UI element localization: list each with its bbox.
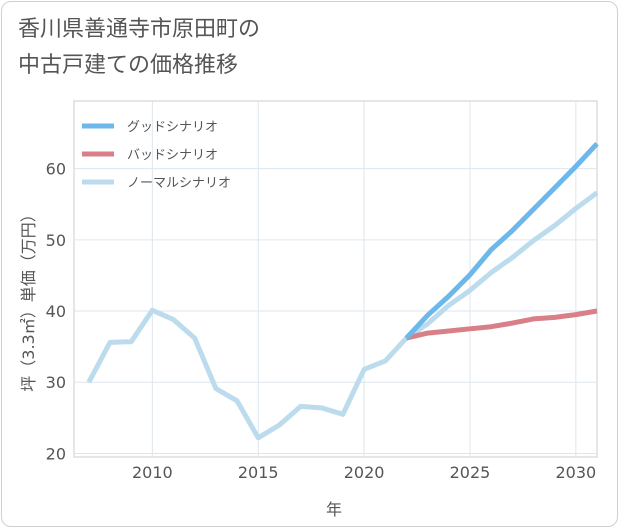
x-grid: [151, 101, 577, 457]
y-tick-label: 20: [46, 444, 66, 463]
series-line-normal: [86, 190, 599, 441]
x-tick-label: 2020: [344, 463, 385, 482]
plot-area: [73, 100, 598, 458]
legend-label-normal: ノーマルシナリオ: [127, 176, 231, 191]
x-tick-labels: 2010 2015 2020 2025 2030: [132, 463, 596, 482]
y-tick-label: 60: [46, 160, 66, 179]
y-tick-label: 40: [46, 302, 66, 321]
y-tick-label: 30: [46, 373, 66, 392]
series-line-bad: [405, 308, 598, 341]
x-tick-label: 2010: [132, 463, 173, 482]
chart-title-line-2: 中古戸建ての価格推移: [18, 53, 239, 78]
x-axis-label: 年: [326, 500, 342, 519]
chart-title-line-1: 香川県善通寺市原田町の: [18, 17, 261, 42]
x-tick-label: 2015: [238, 463, 279, 482]
y-grid: [74, 168, 597, 454]
legend-label-good: グッドシナリオ: [127, 120, 218, 135]
series-layer: [86, 141, 599, 441]
y-tick-labels: 20 30 40 50 60: [46, 160, 66, 464]
y-tick-label: 50: [46, 231, 66, 250]
x-tick-label: 2025: [450, 463, 491, 482]
legend-label-bad: バッドシナリオ: [127, 148, 218, 163]
chart-title: 香川県善通寺市原田町の 中古戸建ての価格推移: [18, 12, 260, 84]
x-tick-label: 2030: [555, 463, 596, 482]
series-line-good: [404, 141, 599, 340]
y-axis-label: 坪（3.3㎡）単価（万円）: [19, 206, 38, 391]
